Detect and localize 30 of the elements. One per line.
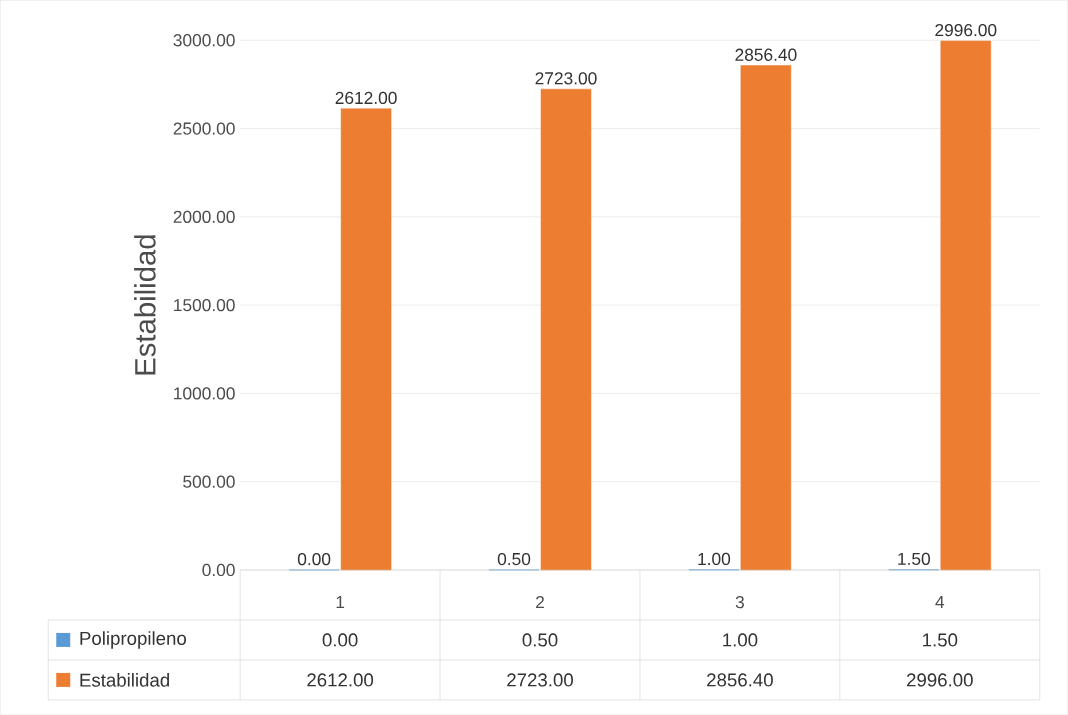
text: 0.00 xyxy=(297,552,331,566)
text: 2996.00 xyxy=(935,23,997,37)
y-tick-label: 2000.00 xyxy=(173,210,235,223)
data-label: 2723.00 xyxy=(507,673,573,687)
data-label: 0.00 xyxy=(322,633,358,647)
data-label: 0.50 xyxy=(522,633,558,647)
data-label: 1.50 xyxy=(923,633,958,647)
data-label: 2996.00 xyxy=(907,673,973,687)
y-tick-label: 1000.00 xyxy=(174,387,235,400)
x-tick-label: 3 xyxy=(735,595,744,609)
text: 1.50 xyxy=(898,552,930,565)
data-label: 2856.40 xyxy=(707,673,773,687)
y-tick-label: 3000.00 xyxy=(173,34,235,47)
text: 2612.00 xyxy=(335,91,397,104)
legend-label: Polipropileno xyxy=(80,631,186,649)
data-label: 1.00 xyxy=(723,633,758,647)
y-tick-label: 2500.00 xyxy=(173,122,235,135)
x-tick-label: 1 xyxy=(336,595,345,608)
x-tick-label: 4 xyxy=(935,595,945,608)
y-tick-label: 0.00 xyxy=(202,563,235,577)
y-tick-label: 1500.00 xyxy=(174,298,235,312)
data-label: 2612.00 xyxy=(307,673,374,687)
text: 2723.00 xyxy=(535,72,597,85)
x-tick-label: 2 xyxy=(536,595,544,609)
legend-label: Estabilidad xyxy=(80,672,169,687)
y-axis-title: Estabilidad xyxy=(134,235,156,375)
text: 2856.40 xyxy=(735,48,797,61)
text: 1.00 xyxy=(698,552,731,566)
y-tick-label: 500.00 xyxy=(183,475,235,488)
text: 0.50 xyxy=(497,552,531,566)
